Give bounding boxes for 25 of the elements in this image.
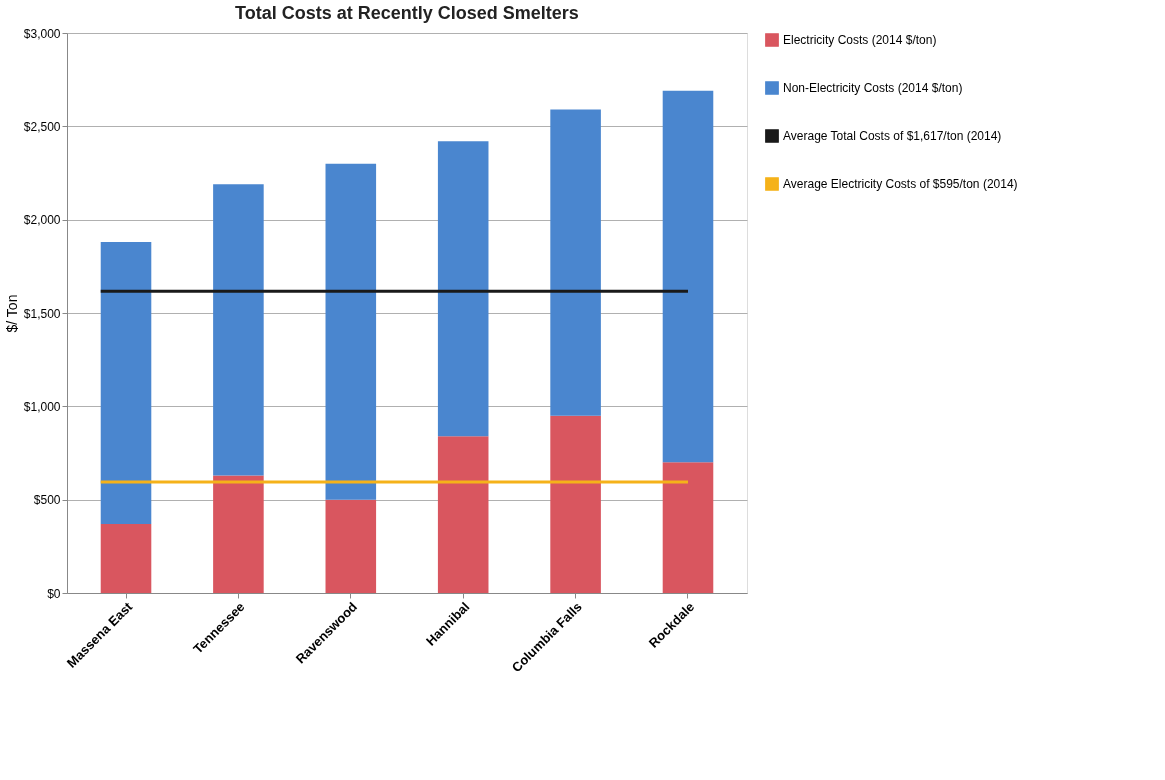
bar [662, 90, 714, 463]
legend-label: Electricity Costs (2014 $/ton) [783, 33, 937, 47]
bar [100, 523, 152, 593]
bar [213, 475, 264, 593]
y-axis-title: $/ Ton [3, 294, 20, 333]
legend-label: Non-Electricity Costs (2014 $/ton) [783, 81, 963, 95]
y-tick-label: $0 [47, 586, 61, 601]
legend-label: Average Total Costs of $1,617/ton (2014) [783, 129, 1002, 143]
bar [550, 109, 601, 416]
legend-label: Average Electricity Costs of $595/ton (2014) [783, 177, 1018, 191]
bar [437, 436, 489, 593]
bar [550, 415, 601, 593]
y-tick-label: $500 [33, 493, 61, 508]
bar [213, 184, 264, 476]
y-tick-label: $1,000 [23, 399, 61, 414]
y-tick-label: $3,000 [23, 26, 61, 41]
bar [325, 499, 377, 593]
bar [662, 462, 714, 593]
bar [100, 242, 152, 524]
bar [325, 163, 377, 500]
bar [437, 141, 489, 437]
chart-title: Total Costs at Recently Closed Smelters [235, 3, 579, 23]
y-tick-label: $2,500 [23, 119, 61, 134]
y-tick-label: $1,500 [23, 306, 61, 321]
y-tick-label: $2,000 [23, 213, 61, 228]
